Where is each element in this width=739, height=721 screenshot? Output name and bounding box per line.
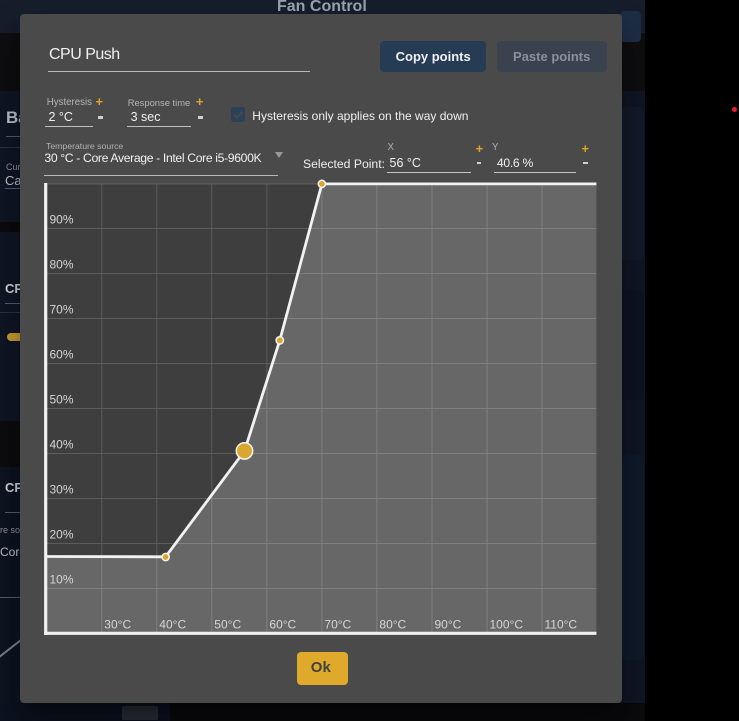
- svg-text:30°C: 30°C: [104, 618, 131, 632]
- svg-text:60°C: 60°C: [269, 618, 296, 632]
- svg-text:30%: 30%: [50, 483, 74, 497]
- svg-text:80%: 80%: [50, 258, 74, 272]
- svg-text:60%: 60%: [50, 348, 74, 362]
- svg-text:70°C: 70°C: [324, 618, 351, 632]
- svg-text:10%: 10%: [50, 573, 74, 587]
- svg-text:110°C: 110°C: [545, 618, 578, 632]
- svg-text:40%: 40%: [50, 438, 74, 452]
- svg-text:50%: 50%: [50, 393, 74, 407]
- svg-text:80°C: 80°C: [379, 618, 406, 632]
- svg-text:90°C: 90°C: [435, 618, 462, 632]
- svg-text:20%: 20%: [50, 528, 74, 542]
- svg-text:100°C: 100°C: [490, 618, 524, 632]
- svg-text:70%: 70%: [50, 303, 74, 317]
- svg-text:50°C: 50°C: [214, 618, 241, 632]
- svg-text:90%: 90%: [50, 213, 74, 227]
- svg-text:40°C: 40°C: [159, 618, 186, 632]
